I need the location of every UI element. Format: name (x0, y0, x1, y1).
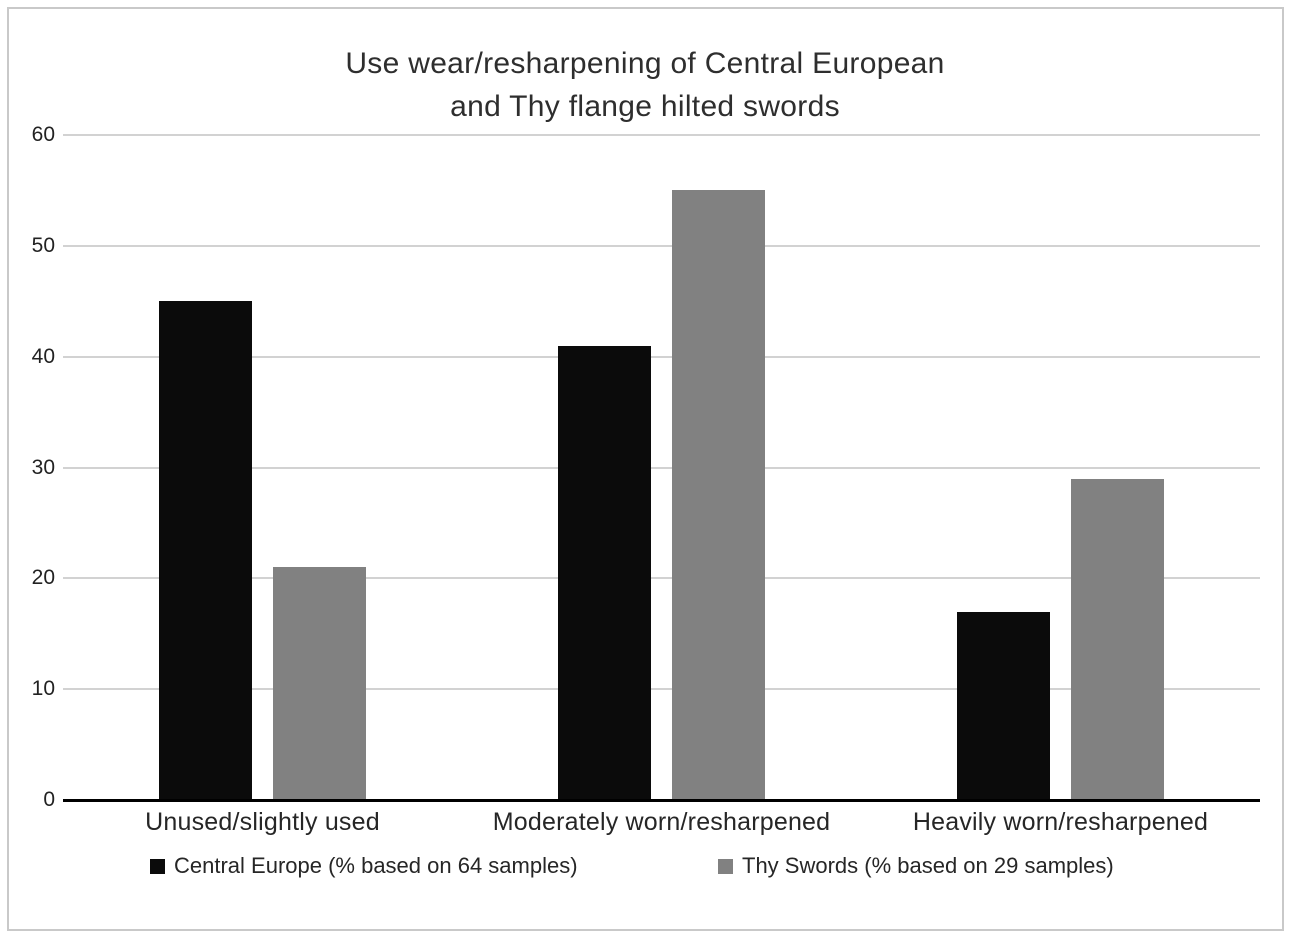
gridline-50 (63, 244, 1260, 247)
chart-title: Use wear/resharpening of Central Europea… (0, 42, 1290, 128)
bar-central-europe-moderately-worn-resharpened (558, 345, 651, 800)
gridline-10 (63, 688, 1260, 691)
legend-item-thy-swords: Thy Swords (% based on 29 samples) (718, 851, 1114, 881)
legend-swatch-central-europe (150, 859, 165, 874)
gridline-20 (63, 577, 1260, 580)
y-tick-label-0: 0 (43, 788, 55, 811)
y-tick-label-30: 30 (31, 455, 55, 479)
y-tick-label-60: 60 (31, 123, 55, 146)
y-tick-label-10: 10 (31, 677, 55, 701)
bar-thy-swords-moderately-worn-resharpened (672, 190, 765, 800)
gridline-30 (63, 466, 1260, 469)
bar-central-europe-unused-slightly-used (159, 301, 252, 800)
y-tick-label-50: 50 (31, 233, 55, 257)
gridline-40 (63, 355, 1260, 358)
legend-label-thy-swords: Thy Swords (% based on 29 samples) (742, 853, 1114, 878)
legend-label-central-europe: Central Europe (% based on 64 samples) (174, 853, 578, 878)
x-category-label: Unused/slightly used (145, 808, 380, 836)
y-tick-label-40: 40 (31, 344, 55, 368)
bar-thy-swords-heavily-worn-resharpened (1071, 478, 1164, 800)
bar-thy-swords-unused-slightly-used (273, 567, 366, 800)
x-category-label: Heavily worn/resharpened (912, 808, 1209, 836)
chart-legend: Central Europe (% based on 64 samples) T… (0, 851, 1290, 887)
bar-central-europe-heavily-worn-resharpened (957, 611, 1050, 800)
chart-title-line1: Use wear/resharpening of Central Europea… (345, 47, 945, 80)
legend-swatch-thy-swords (718, 859, 733, 874)
x-axis-line (63, 799, 1260, 802)
gridline-60 (63, 134, 1260, 136)
chart-title-line2: and Thy flange hilted swords (450, 90, 840, 123)
x-category-label: Moderately worn/resharpened (492, 808, 831, 836)
y-tick-label-20: 20 (31, 566, 55, 590)
legend-item-central-europe: Central Europe (% based on 64 samples) (150, 851, 578, 881)
